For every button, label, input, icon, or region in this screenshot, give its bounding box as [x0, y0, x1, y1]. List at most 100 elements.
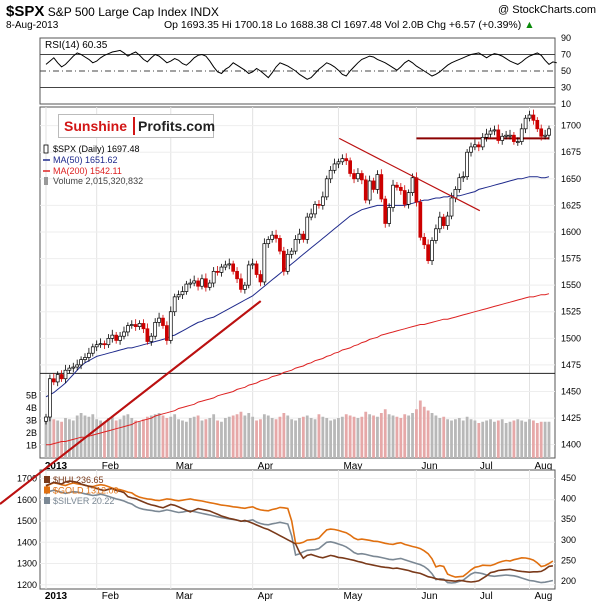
candle-body	[79, 359, 83, 366]
volume-bar	[500, 419, 504, 458]
volume-bar	[469, 419, 473, 458]
candle-body	[165, 325, 169, 341]
volume-bar	[290, 419, 294, 458]
legend-silver-swatch	[44, 497, 50, 504]
candle-body	[231, 263, 236, 272]
sunshine-profits-logo[interactable]: Sunshine Profits.com	[58, 114, 216, 138]
volume-bar	[512, 420, 516, 458]
volume-bar	[270, 418, 274, 458]
candle-body	[320, 196, 325, 206]
index-name: S&P 500 Large Cap Index	[47, 5, 187, 19]
metals-right-tick-300: 300	[561, 535, 576, 545]
candle-body	[434, 228, 438, 241]
candle-body	[395, 184, 399, 188]
volume-bar	[134, 420, 138, 458]
candle-body	[515, 141, 520, 143]
rsi-tick-50: 50	[561, 66, 571, 76]
month-label-Feb: Feb	[102, 461, 120, 472]
volume-bar	[485, 420, 489, 458]
volume-bar	[477, 423, 481, 458]
candle-body	[90, 346, 95, 354]
volume-bar	[305, 415, 309, 458]
candle-body	[48, 378, 52, 418]
legend-silver: $SILVER 20.22	[53, 496, 114, 506]
candle-body	[547, 128, 551, 136]
volume-bar	[454, 419, 457, 458]
logo-text-profits: Profits.com	[138, 118, 216, 134]
metals-panel-frame	[39, 469, 556, 590]
volume-bar	[422, 406, 426, 458]
candle-body	[83, 357, 87, 360]
metals-month-label-Aug: Aug	[535, 591, 553, 602]
volume-bar	[489, 419, 492, 458]
candle-body	[484, 133, 489, 138]
volume-bar	[520, 420, 524, 458]
price-tick-1700: 1700	[561, 121, 581, 131]
metals-month-label-May: May	[343, 591, 362, 602]
legend-hui-swatch	[44, 476, 50, 483]
candle-body	[282, 250, 286, 272]
candle-body	[340, 158, 345, 163]
volume-bar	[508, 421, 512, 458]
metals-left-tick-1600: 1600	[17, 495, 37, 505]
candle-body	[98, 343, 103, 346]
price-tick-1625: 1625	[561, 200, 581, 210]
candle-body	[250, 263, 255, 266]
candle-body	[387, 207, 391, 224]
volume-bar	[348, 415, 352, 458]
candle-body	[453, 189, 458, 199]
volume-tick-2B: 2B	[26, 428, 37, 438]
metals-month-label-Jun: Jun	[421, 591, 437, 602]
volume-bar	[313, 419, 317, 458]
candle-body	[75, 364, 80, 368]
candle-body	[102, 343, 107, 346]
candle-body	[278, 238, 282, 252]
candle-body	[180, 291, 185, 296]
volume-bar	[543, 421, 547, 458]
candle-body	[196, 280, 200, 287]
price-tick-1500: 1500	[561, 333, 581, 343]
candle-body	[168, 311, 173, 341]
candle-body	[129, 324, 134, 326]
volume-bar	[262, 414, 266, 458]
volume-bar	[184, 421, 188, 458]
candle-body	[293, 239, 298, 252]
price-tick-1675: 1675	[561, 147, 581, 157]
price-tick-1550: 1550	[561, 280, 581, 290]
month-label-2013: 2013	[45, 461, 68, 472]
candle-body	[297, 233, 302, 240]
volume-bar	[91, 414, 95, 458]
candle-body	[352, 173, 356, 180]
volume-bar	[130, 418, 134, 458]
candle-body	[430, 240, 434, 262]
candle-body	[418, 201, 423, 238]
candle-body	[145, 328, 150, 342]
candle-body	[328, 169, 333, 180]
volume-bar	[446, 419, 450, 458]
volume-bar	[516, 419, 520, 458]
candle-body	[317, 203, 321, 206]
price-tick-1650: 1650	[561, 174, 581, 184]
volume-bar	[504, 423, 508, 458]
volume-bar	[165, 418, 169, 458]
metals-right-tick-250: 250	[561, 555, 576, 565]
ma50-line	[45, 176, 550, 398]
price-tick-1475: 1475	[561, 360, 581, 370]
volume-bar	[220, 421, 223, 458]
candle-body	[137, 323, 142, 327]
quote-line: Op 1693.35 Hi 1700.18 Lo 1688.38 Cl 1697…	[164, 19, 535, 31]
candle-body	[51, 378, 56, 383]
chart-date: 8-Aug-2013	[6, 20, 59, 31]
legend-volume: Volume 2,015,320,832	[53, 176, 143, 186]
volume-bar	[391, 415, 395, 458]
candle-body	[243, 284, 247, 290]
candle-body	[254, 263, 259, 275]
volume-bar	[333, 419, 336, 458]
candle-body	[441, 216, 446, 226]
price-tick-1525: 1525	[561, 307, 581, 317]
volume-bar	[344, 414, 348, 458]
metals-left-tick-1300: 1300	[17, 559, 37, 569]
candle-body	[461, 176, 466, 179]
volume-bar	[212, 414, 216, 458]
